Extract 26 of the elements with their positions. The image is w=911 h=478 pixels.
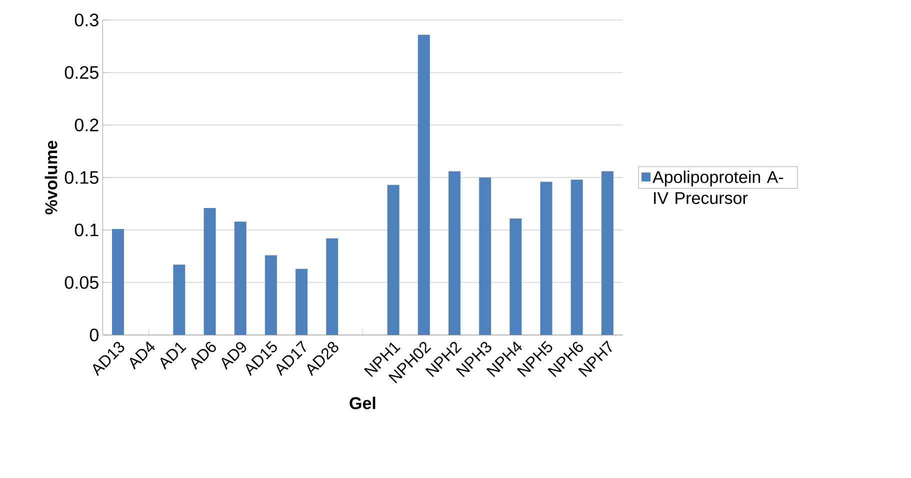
x-axis-title: Gel [350,396,376,410]
y-tick-label: 0.15 [64,171,98,184]
bar [387,184,400,335]
bar [448,171,460,335]
y-tick-label: 0.1 [74,224,98,236]
y-axis-title: %volume [44,140,58,214]
bar [234,222,246,335]
y-tick-label: 0 [90,328,98,342]
y-tick-label: 0.25 [64,66,98,79]
y-tick-label: 0.2 [74,118,98,132]
bar [326,238,338,335]
legend-label: Apolipoprotein A-IV Precursor [652,170,784,204]
bar [173,264,186,335]
bar [540,182,552,335]
bar [112,228,124,335]
bar [296,268,308,335]
x-tick-label: AD1 [160,342,186,370]
bar [570,180,583,335]
bar [601,171,614,335]
bar [510,218,522,335]
bar [418,34,430,335]
y-tick-label: 0.05 [64,276,98,289]
bar [479,177,492,335]
bar [204,208,216,335]
bar [264,255,277,335]
y-tick-label: 0.3 [74,14,98,26]
